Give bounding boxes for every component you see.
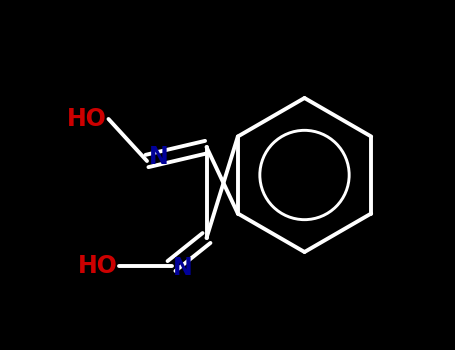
- Text: HO: HO: [77, 254, 117, 278]
- Text: N: N: [173, 256, 193, 280]
- Text: N: N: [149, 146, 168, 169]
- Text: HO: HO: [67, 107, 107, 131]
